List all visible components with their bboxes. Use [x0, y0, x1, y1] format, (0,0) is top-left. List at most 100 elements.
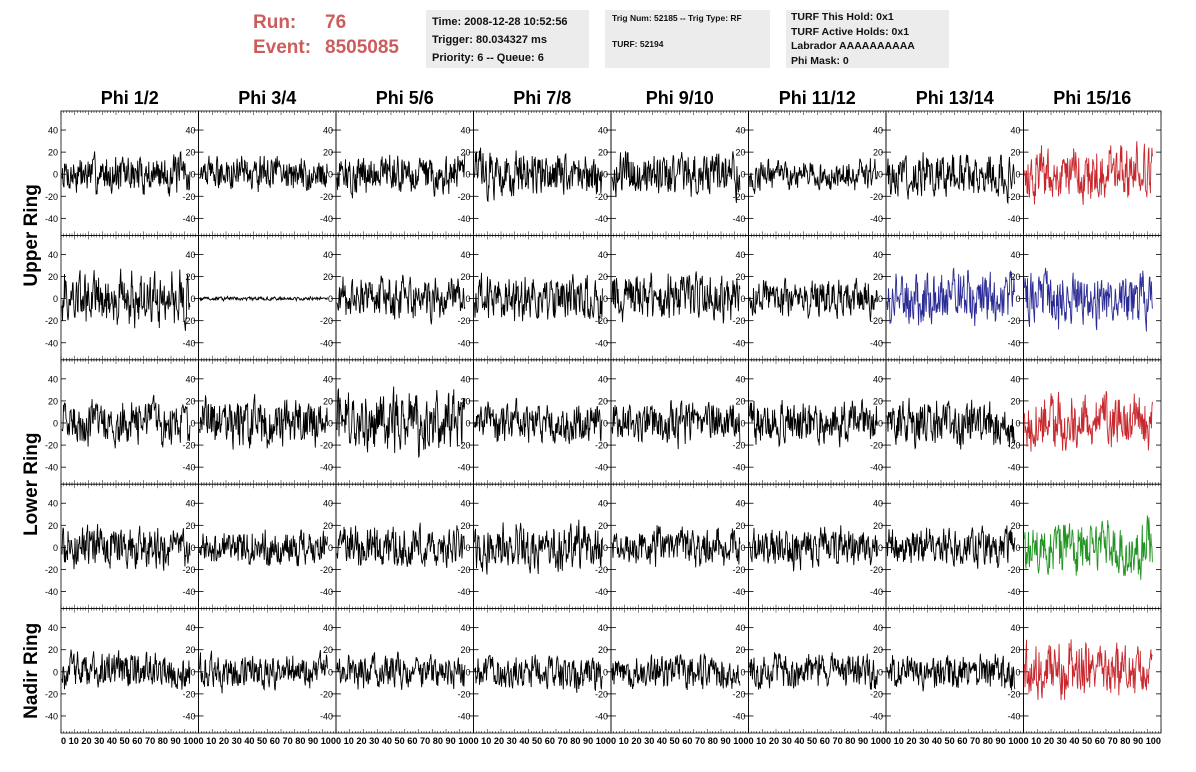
y-tick-label: 40: [460, 623, 470, 633]
y-tick-label: -20: [45, 192, 58, 202]
y-tick-label: 40: [1010, 623, 1020, 633]
y-tick-label: -40: [182, 711, 195, 721]
y-tick-label: -40: [870, 587, 883, 597]
y-tick-label: -40: [182, 338, 195, 348]
y-tick-label: 20: [735, 521, 745, 531]
column-title: Phi 1/2: [101, 88, 159, 108]
y-tick-label: 20: [873, 645, 883, 655]
y-tick-label: 0: [1015, 667, 1020, 677]
y-tick-label: 0: [190, 294, 195, 304]
y-tick-label: 20: [598, 148, 608, 158]
y-tick-label: -20: [182, 441, 195, 451]
column-title: Phi 15/16: [1053, 88, 1131, 108]
y-tick-label: 20: [323, 645, 333, 655]
y-tick-label: 40: [873, 374, 883, 384]
y-tick-label: 40: [48, 250, 58, 260]
y-tick-label: -20: [457, 316, 470, 326]
x-tick-label: 0 10 20 30 40 50 60 70 80 90 100: [474, 736, 612, 747]
y-tick-label: 0: [328, 667, 333, 677]
y-tick-label: -20: [870, 565, 883, 575]
y-tick-label: 40: [735, 250, 745, 260]
y-tick-label: 20: [735, 645, 745, 655]
y-tick-label: -40: [732, 711, 745, 721]
y-tick-label: -20: [457, 441, 470, 451]
trigger-info-box: Trig Num: 52185 -- Trig Type: RF TURF: 5…: [605, 10, 770, 68]
waveform-trace: [474, 519, 603, 575]
y-tick-label: 20: [323, 396, 333, 406]
waveform-trace: [336, 274, 466, 325]
x-tick-label: 0 10 20 30 40 50 60 70 80 90 100: [611, 736, 749, 747]
y-tick-label: 0: [740, 667, 745, 677]
waveform-trace: [749, 652, 878, 690]
y-tick-label: 0: [603, 170, 608, 180]
y-tick-label: -40: [45, 463, 58, 473]
y-tick-label: 20: [598, 396, 608, 406]
y-tick-label: 20: [598, 272, 608, 282]
y-tick-label: 40: [323, 374, 333, 384]
waveform-trace: [611, 400, 741, 450]
y-tick-label: 0: [190, 543, 195, 553]
waveform-trace: [886, 267, 1016, 327]
waveform-trace: [611, 525, 741, 568]
y-tick-label: 40: [735, 623, 745, 633]
y-tick-label: 20: [598, 645, 608, 655]
y-tick-label: 40: [460, 250, 470, 260]
y-tick-label: -40: [320, 214, 333, 224]
waveform-trace: [61, 150, 191, 197]
turf-info-box: TURF This Hold: 0x1 TURF Active Holds: 0…: [786, 10, 949, 68]
y-tick-label: 40: [48, 623, 58, 633]
waveform-trace: [336, 522, 466, 568]
waveform-trace: [336, 651, 466, 690]
time-text: Time: 2008-12-28 10:52:56: [432, 16, 568, 28]
y-tick-label: 0: [878, 667, 883, 677]
y-tick-label: -20: [182, 689, 195, 699]
y-tick-label: -20: [1007, 689, 1020, 699]
x-tick-label: 0 10 20 30 40 50 60 70 80 90 100: [61, 736, 199, 747]
waveform-trace: [1024, 515, 1153, 580]
y-tick-label: -40: [45, 587, 58, 597]
column-title: Phi 9/10: [646, 88, 714, 108]
y-tick-label: 40: [185, 126, 195, 136]
y-tick-label: 20: [323, 521, 333, 531]
y-tick-label: 40: [598, 374, 608, 384]
waveform-trace: [474, 397, 603, 445]
x-tick-label: 0 10 20 30 40 50 60 70 80 90 100: [1024, 736, 1162, 747]
run-value: 76: [325, 12, 347, 33]
y-tick-label: 40: [185, 250, 195, 260]
x-tick-label: 0 10 20 30 40 50 60 70 80 90 100: [749, 736, 887, 747]
panel-frame: [60, 234, 199, 361]
y-tick-label: -20: [870, 316, 883, 326]
y-tick-label: -40: [870, 338, 883, 348]
y-tick-label: 20: [323, 272, 333, 282]
y-tick-label: -40: [732, 338, 745, 348]
y-tick-label: -20: [182, 316, 195, 326]
turf-this-hold-text: TURF This Hold: 0x1: [791, 11, 894, 23]
y-tick-label: 40: [735, 374, 745, 384]
waveform-trace: [61, 649, 191, 690]
waveform-trace: [474, 272, 603, 323]
y-tick-label: -40: [320, 711, 333, 721]
y-tick-label: -40: [45, 338, 58, 348]
waveform-trace: [749, 277, 878, 322]
y-tick-label: 0: [603, 543, 608, 553]
y-tick-label: 0: [53, 170, 58, 180]
y-tick-label: 20: [735, 272, 745, 282]
y-tick-label: 40: [323, 499, 333, 509]
y-tick-label: -40: [870, 214, 883, 224]
y-tick-label: 0: [740, 294, 745, 304]
y-tick-label: 0: [740, 419, 745, 429]
y-tick-label: 40: [873, 250, 883, 260]
y-tick-label: 20: [460, 272, 470, 282]
y-tick-label: 20: [1010, 521, 1020, 531]
panel-frame: [1023, 234, 1162, 361]
y-tick-label: 20: [460, 521, 470, 531]
y-tick-label: -40: [1007, 711, 1020, 721]
waveform-trace: [1024, 390, 1153, 452]
waveform-trace: [886, 397, 1016, 451]
y-tick-label: 40: [735, 126, 745, 136]
y-tick-label: -20: [732, 316, 745, 326]
y-tick-label: 0: [465, 170, 470, 180]
time-info-box: Time: 2008-12-28 10:52:56 Trigger: 80.03…: [426, 10, 589, 68]
y-tick-label: 0: [603, 294, 608, 304]
waveform-trace: [611, 653, 741, 691]
